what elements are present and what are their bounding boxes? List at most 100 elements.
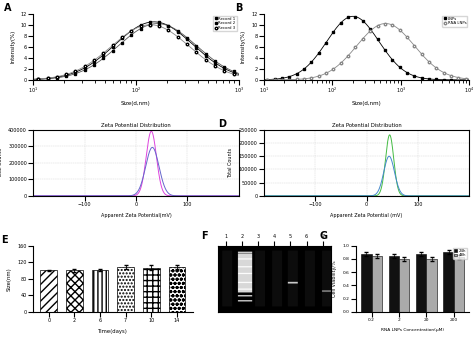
Record 2 bbox=[147, 23, 153, 27]
RNA LNPs bbox=[330, 67, 336, 71]
Record 1 bbox=[119, 36, 125, 40]
LNPs bbox=[353, 15, 358, 19]
LNPs bbox=[463, 78, 469, 82]
Record 2 bbox=[54, 76, 60, 80]
Y-axis label: Intensity(%): Intensity(%) bbox=[10, 30, 15, 63]
LNPs bbox=[301, 67, 307, 71]
Text: A: A bbox=[4, 3, 12, 13]
Record 1 bbox=[231, 71, 237, 75]
Record 3 bbox=[82, 64, 88, 68]
Record 3 bbox=[91, 58, 97, 62]
X-axis label: Time(days): Time(days) bbox=[98, 329, 128, 334]
Bar bbox=[169, 267, 185, 312]
Record 3 bbox=[45, 76, 50, 80]
Record 1 bbox=[73, 70, 78, 74]
Record 3 bbox=[203, 58, 209, 62]
LNPs bbox=[390, 58, 395, 62]
RNA LNPs bbox=[279, 78, 285, 82]
Bar bbox=[91, 270, 109, 312]
X-axis label: Apparent Zeta Potential (mV): Apparent Zeta Potential (mV) bbox=[330, 213, 402, 218]
LNPs bbox=[272, 77, 277, 81]
LNPs bbox=[419, 76, 425, 80]
Title: Zeta Potential Distribution: Zeta Potential Distribution bbox=[332, 123, 401, 128]
Record 2 bbox=[212, 59, 218, 63]
RNA LNPs bbox=[294, 77, 300, 81]
RNA LNPs bbox=[441, 71, 447, 75]
Y-axis label: Size(nm): Size(nm) bbox=[7, 267, 12, 291]
Line: RNA LNPs: RNA LNPs bbox=[266, 22, 467, 81]
Y-axis label: Total Counts: Total Counts bbox=[0, 148, 3, 178]
Record 3 bbox=[231, 72, 237, 76]
Record 1 bbox=[82, 66, 88, 70]
Record 3 bbox=[184, 42, 190, 46]
X-axis label: Size(d,nm): Size(d,nm) bbox=[352, 101, 382, 106]
LNPs bbox=[264, 78, 270, 82]
Text: E: E bbox=[1, 235, 8, 245]
Record 1 bbox=[165, 24, 171, 28]
RNA LNPs bbox=[390, 23, 395, 27]
Record 3 bbox=[110, 43, 116, 47]
RNA LNPs bbox=[448, 74, 454, 78]
RNA LNPs bbox=[264, 78, 270, 82]
Line: Record 3: Record 3 bbox=[37, 23, 235, 80]
Y-axis label: Total Counts: Total Counts bbox=[228, 148, 233, 178]
Legend: Record 1, Record 2, Record 3: Record 1, Record 2, Record 3 bbox=[213, 16, 237, 32]
Record 3 bbox=[64, 73, 69, 77]
Bar bbox=[416, 254, 426, 312]
Record 2 bbox=[128, 33, 134, 37]
Text: F: F bbox=[201, 231, 207, 241]
Legend: 24h, 48h: 24h, 48h bbox=[453, 247, 467, 259]
Record 2 bbox=[36, 77, 41, 81]
Record 1 bbox=[128, 29, 134, 33]
Record 2 bbox=[82, 68, 88, 72]
Record 1 bbox=[221, 66, 227, 71]
RNA LNPs bbox=[426, 60, 432, 64]
RNA LNPs bbox=[323, 71, 329, 75]
Record 2 bbox=[165, 24, 171, 28]
Record 1 bbox=[91, 60, 97, 64]
Record 2 bbox=[156, 22, 162, 26]
RNA LNPs bbox=[338, 61, 344, 65]
Record 2 bbox=[184, 36, 190, 40]
Record 3 bbox=[54, 75, 60, 79]
Bar bbox=[399, 259, 410, 312]
Line: Record 1: Record 1 bbox=[37, 21, 235, 80]
RNA LNPs bbox=[367, 29, 373, 33]
LNPs bbox=[345, 15, 351, 19]
RNA LNPs bbox=[316, 74, 321, 78]
LNPs bbox=[441, 78, 447, 82]
LNPs bbox=[456, 78, 461, 82]
LNPs bbox=[375, 37, 381, 41]
X-axis label: Size(d,nm): Size(d,nm) bbox=[121, 101, 151, 106]
Record 2 bbox=[45, 77, 50, 81]
RNA LNPs bbox=[309, 76, 314, 80]
Record 1 bbox=[203, 54, 209, 58]
Record 1 bbox=[138, 23, 144, 27]
RNA LNPs bbox=[286, 78, 292, 82]
Record 2 bbox=[193, 44, 199, 48]
X-axis label: Apparent Zeta Potential(mV): Apparent Zeta Potential(mV) bbox=[100, 213, 171, 218]
Record 3 bbox=[73, 69, 78, 73]
Record 2 bbox=[119, 41, 125, 45]
Bar bbox=[443, 252, 454, 312]
Y-axis label: Intensity(%): Intensity(%) bbox=[241, 30, 246, 63]
Record 3 bbox=[175, 35, 181, 39]
LNPs bbox=[294, 72, 300, 76]
Record 3 bbox=[165, 28, 171, 33]
Record 3 bbox=[156, 24, 162, 28]
Bar bbox=[40, 271, 57, 312]
Record 1 bbox=[175, 29, 181, 34]
Record 3 bbox=[128, 29, 134, 33]
Title: Zeta Potential Distribution: Zeta Potential Distribution bbox=[101, 123, 171, 128]
LNPs bbox=[411, 74, 417, 78]
Bar bbox=[454, 257, 464, 312]
Record 1 bbox=[147, 20, 153, 24]
LNPs bbox=[434, 77, 439, 81]
Record 1 bbox=[36, 77, 41, 81]
Bar bbox=[426, 259, 437, 312]
RNA LNPs bbox=[345, 54, 351, 58]
Record 2 bbox=[231, 69, 237, 74]
Record 2 bbox=[203, 52, 209, 56]
RNA LNPs bbox=[360, 37, 366, 41]
LNPs bbox=[397, 65, 402, 69]
